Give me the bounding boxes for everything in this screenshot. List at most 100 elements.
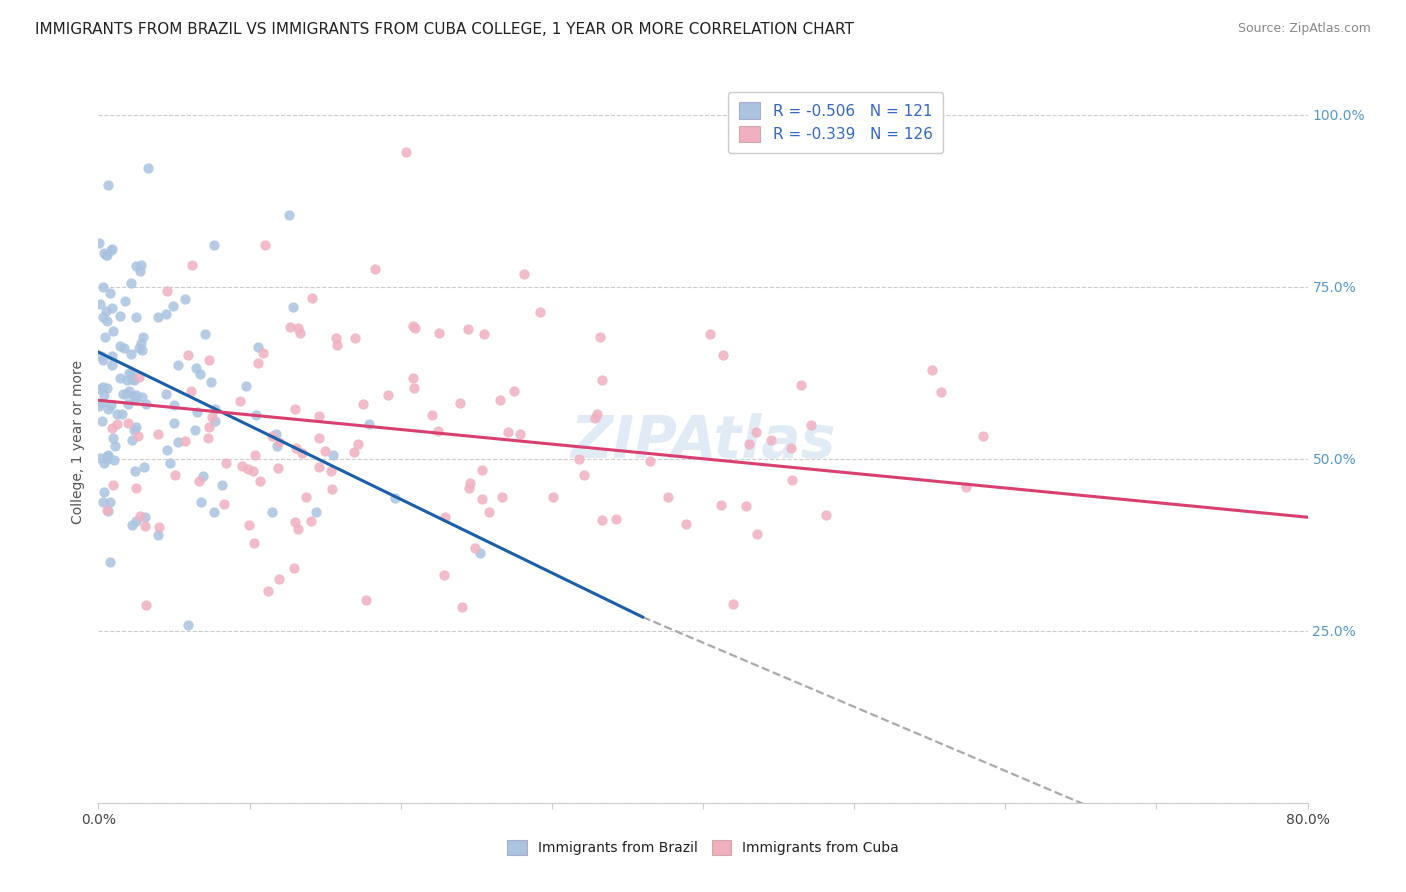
Point: [291, 446, 314, 460]
Point: [101, 349, 124, 363]
Point: [180, 258, 202, 272]
Point: [89, 382, 111, 396]
Point: [125, 310, 148, 324]
Text: IMMIGRANTS FROM BRAZIL VS IMMIGRANTS FROM CUBA COLLEGE, 1 YEAR OR MORE CORRELATI: IMMIGRANTS FROM BRAZIL VS IMMIGRANTS FRO…: [35, 22, 853, 37]
Point: [134, 510, 156, 524]
Point: [738, 437, 761, 451]
Point: [343, 444, 366, 458]
Point: [583, 410, 606, 425]
Point: [91, 353, 114, 368]
Point: [314, 444, 336, 458]
Point: [204, 401, 226, 416]
Point: [529, 305, 551, 319]
Point: [93, 246, 115, 260]
Point: [779, 442, 801, 456]
Point: [90, 350, 112, 364]
Y-axis label: College, 1 year or more: College, 1 year or more: [72, 359, 86, 524]
Point: [247, 356, 270, 370]
Point: [229, 394, 252, 409]
Point: [301, 291, 323, 305]
Point: [117, 397, 139, 411]
Point: [124, 464, 146, 478]
Point: [586, 407, 609, 421]
Point: [104, 439, 127, 453]
Point: [496, 425, 519, 440]
Point: [115, 373, 138, 387]
Point: [93, 456, 115, 470]
Point: [101, 431, 124, 445]
Point: [176, 347, 198, 361]
Point: [699, 326, 721, 341]
Point: [121, 366, 143, 380]
Point: [131, 343, 153, 358]
Point: [128, 369, 150, 384]
Point: [101, 358, 124, 372]
Point: [159, 456, 181, 470]
Point: [278, 320, 301, 334]
Point: [174, 293, 197, 307]
Point: [326, 337, 349, 351]
Point: [243, 535, 266, 549]
Point: [129, 508, 152, 523]
Point: [252, 346, 274, 360]
Point: [101, 324, 124, 338]
Point: [202, 505, 225, 519]
Point: [449, 395, 471, 409]
Point: [420, 408, 443, 422]
Point: [201, 410, 224, 425]
Point: [377, 388, 399, 402]
Point: [122, 389, 145, 403]
Point: [163, 417, 186, 431]
Point: [246, 340, 269, 354]
Point: [800, 418, 823, 433]
Point: [124, 392, 146, 407]
Point: [322, 448, 344, 462]
Point: [245, 408, 267, 422]
Point: [100, 242, 122, 256]
Point: [402, 381, 425, 395]
Point: [97, 178, 120, 193]
Point: [200, 375, 222, 389]
Point: [287, 320, 309, 334]
Point: [243, 448, 266, 462]
Point: [100, 398, 122, 412]
Point: [129, 335, 152, 350]
Point: [457, 322, 479, 336]
Point: [98, 555, 121, 569]
Point: [472, 327, 495, 342]
Point: [156, 284, 179, 298]
Point: [451, 599, 474, 614]
Point: [96, 503, 118, 517]
Point: [122, 423, 145, 437]
Point: [352, 397, 374, 411]
Point: [135, 598, 157, 612]
Point: [148, 520, 170, 534]
Point: [111, 387, 134, 401]
Point: [283, 561, 305, 575]
Point: [212, 497, 235, 511]
Point: [125, 388, 148, 402]
Point: [148, 528, 170, 542]
Point: [325, 331, 347, 345]
Point: [502, 384, 524, 399]
Point: [343, 331, 366, 345]
Point: [89, 297, 111, 311]
Point: [277, 208, 299, 222]
Point: [105, 407, 128, 421]
Point: [790, 377, 813, 392]
Point: [96, 314, 118, 328]
Point: [299, 514, 322, 528]
Point: [710, 498, 733, 512]
Point: [91, 280, 114, 294]
Point: [288, 326, 311, 341]
Point: [266, 439, 288, 453]
Point: [591, 373, 613, 387]
Point: [253, 238, 276, 252]
Point: [260, 429, 283, 443]
Legend: Immigrants from Brazil, Immigrants from Cuba: Immigrants from Brazil, Immigrants from …: [502, 835, 904, 861]
Point: [284, 402, 307, 417]
Point: [93, 388, 115, 402]
Point: [745, 425, 768, 439]
Point: [321, 482, 343, 496]
Point: [711, 348, 734, 362]
